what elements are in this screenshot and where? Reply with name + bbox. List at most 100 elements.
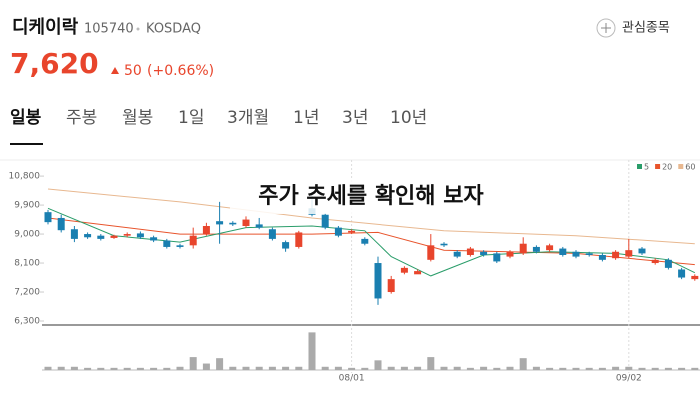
candle-body (150, 237, 158, 241)
plus-circle (596, 18, 616, 38)
volume-bar (282, 366, 290, 370)
volume-bar (348, 367, 356, 370)
candle-body (348, 230, 356, 233)
volume-bar (440, 366, 448, 370)
y-tick-label: 10,800 (9, 172, 41, 182)
volume-bar (255, 366, 263, 370)
candle-body (136, 233, 144, 238)
candle-body (493, 253, 501, 262)
tab[interactable]: 1년 (293, 108, 319, 128)
candle-body (612, 251, 620, 259)
watch-button[interactable]: 관심종목 (596, 18, 670, 38)
stock-name: 디케이락 (12, 17, 79, 38)
candle-body (664, 259, 672, 268)
tabs: 일봉 주봉 월봉 1일 3개월 1년 3년 10년 (10, 108, 427, 128)
x-tick-label: 08/01 (339, 374, 365, 384)
volume-bar (334, 366, 342, 370)
candle-body (466, 248, 474, 255)
candle-body (70, 229, 78, 239)
volume-bar (414, 366, 422, 370)
y-tick-label: 9,000 (14, 230, 40, 240)
y-tick-label: 8,100 (14, 259, 40, 269)
volume-bar (84, 367, 92, 370)
candle-body (453, 251, 461, 257)
candle-body (572, 251, 580, 257)
volume-bar (387, 366, 395, 370)
volume-bar (44, 366, 52, 370)
volume-bar (268, 366, 276, 370)
candle-body (387, 279, 395, 293)
tab[interactable]: 3년 (342, 108, 368, 128)
legend-swatch (678, 164, 684, 169)
tab[interactable]: 월봉 (122, 108, 153, 128)
change-pct: (+0.66%) (147, 63, 214, 79)
tab[interactable]: 일봉 (10, 108, 42, 128)
candle-body (216, 221, 224, 225)
volume-bar (506, 366, 514, 370)
volume-bar (625, 366, 633, 370)
tab[interactable]: 3개월 (227, 108, 269, 128)
tab-underline (10, 143, 43, 145)
tab[interactable]: 10년 (390, 108, 427, 128)
volume-bar (202, 363, 210, 370)
volume-bar (480, 366, 488, 370)
price: 7,620 (10, 47, 99, 80)
candle-body (532, 246, 540, 252)
candle-body (321, 214, 329, 228)
moving-average-line (47, 217, 695, 266)
volume-bar (136, 367, 144, 370)
candle-body (57, 217, 65, 231)
candle-body (625, 250, 633, 257)
stock-code: 105740 (84, 22, 134, 37)
moving-average-line (47, 188, 695, 245)
volume-bar (308, 332, 316, 370)
volume-bar (546, 367, 554, 370)
candle-body (678, 269, 686, 278)
dot (136, 27, 140, 31)
candle-body (506, 251, 514, 257)
tab[interactable]: 1일 (178, 108, 204, 128)
candle-body (268, 229, 276, 239)
candle-body (400, 267, 408, 273)
volume-bar (638, 367, 646, 370)
volume-bar (572, 367, 580, 370)
volume-bar (110, 367, 118, 370)
volume-bar (585, 367, 593, 370)
volume-bar (598, 367, 606, 370)
plot: 6,300 7,200 8,100 9,000 9,900 10,800 08/01 09/0… (9, 160, 699, 384)
volume-bar (651, 367, 659, 370)
watch-label[interactable]: 관심종목 (622, 21, 670, 36)
volume-bar (150, 367, 158, 370)
candle-body (334, 227, 342, 236)
volume-bar (519, 358, 527, 370)
up-arrow (111, 67, 119, 74)
candle-body (110, 235, 118, 238)
volume-bar (163, 367, 171, 370)
candle-body (691, 275, 699, 280)
volume-bar (678, 367, 686, 370)
candle-body (638, 248, 646, 254)
candle-body (651, 259, 659, 264)
candle-body (97, 235, 105, 239)
volume-bar (374, 360, 382, 370)
volume-bar (189, 357, 197, 370)
volume-bar (559, 367, 567, 370)
plus-icon (601, 23, 611, 33)
volume-bar (70, 366, 78, 370)
candle-body (123, 234, 131, 236)
candle-body (44, 212, 52, 223)
candle-body (559, 248, 567, 255)
tab[interactable]: 주봉 (66, 108, 97, 128)
candle-body (427, 245, 435, 260)
volume-bar (216, 358, 224, 370)
candle-body (255, 224, 263, 228)
candle-body (202, 226, 210, 235)
x-tick-label: 09/02 (616, 374, 642, 384)
volume-bar (229, 366, 237, 370)
candle-body (229, 222, 237, 225)
candle-body (546, 245, 554, 251)
legend-label: 20 (662, 163, 672, 172)
legend-label: 60 (685, 163, 695, 172)
